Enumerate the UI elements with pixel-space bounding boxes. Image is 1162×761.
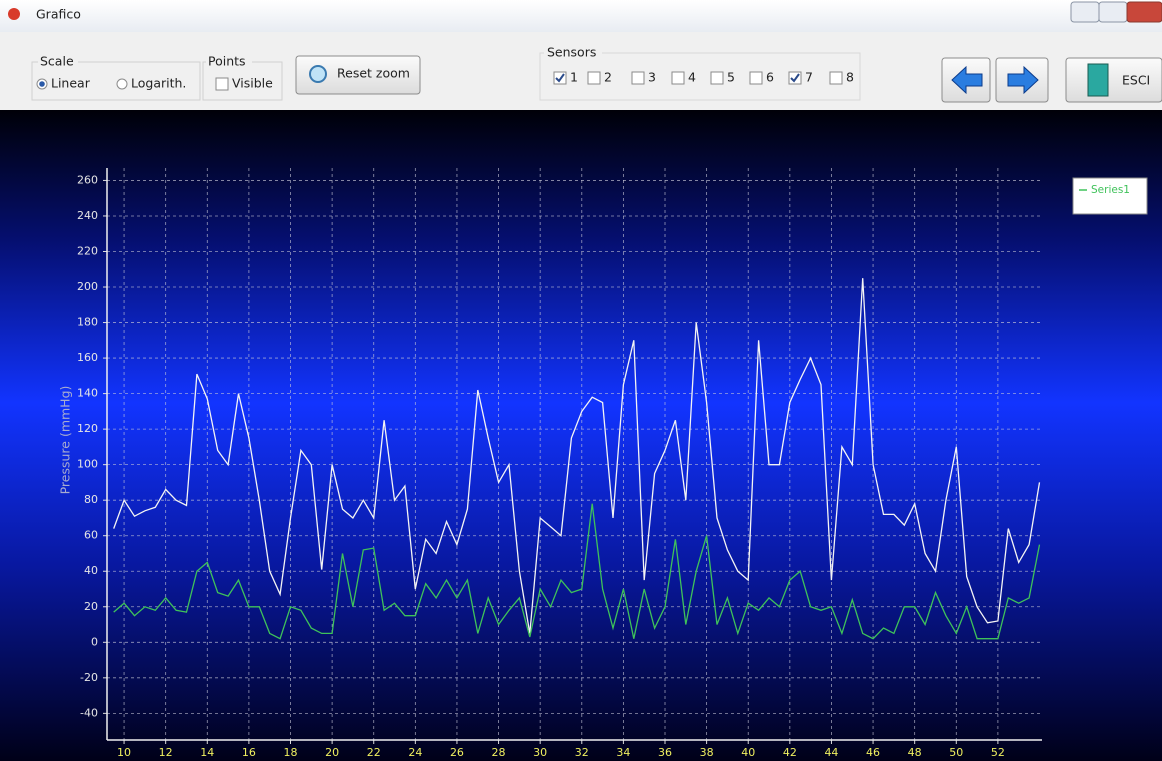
points-label: Points [208, 54, 246, 69]
y-tick-label: 100 [77, 458, 98, 471]
y-tick-label: -40 [80, 706, 98, 719]
radio-label: Linear [51, 76, 91, 91]
x-tick-label: 42 [783, 746, 797, 759]
right-arrow [1007, 65, 1039, 95]
x-tick-label: 30 [533, 746, 547, 759]
sensor-label: 1 [570, 70, 578, 85]
y-tick-label: 260 [77, 173, 98, 186]
y-tick-label: -20 [80, 671, 98, 684]
checkbox[interactable] [215, 77, 229, 91]
sensor-label: 2 [604, 70, 612, 85]
y-tick-label: 220 [77, 244, 98, 257]
checkbox[interactable] [631, 71, 645, 85]
sensor-label: 7 [805, 70, 813, 85]
radio[interactable] [116, 78, 128, 90]
x-tick-label: 16 [242, 746, 256, 759]
app-icon [8, 8, 20, 20]
radio-label: Logarith. [131, 76, 186, 91]
data-line [113, 503, 1041, 640]
x-tick-label: 50 [949, 746, 963, 759]
reset-zoom-text: Reset zoom [337, 66, 410, 81]
checkbox-label: Visible [232, 76, 273, 91]
data-line [113, 278, 1041, 634]
x-tick-label: 32 [575, 746, 589, 759]
y-axis-label: Pressure (mmHg) [58, 386, 73, 495]
x-tick-label: 14 [200, 746, 214, 759]
chart: -40 -20 0 20 40 60 80 100 120 140 160 180 200 220 240 2… [58, 168, 1148, 759]
x-tick-label: 44 [824, 746, 838, 759]
scale-label: Scale [40, 54, 74, 69]
y-tick-label: 80 [84, 493, 98, 506]
x-tick-label: 12 [159, 746, 173, 759]
x-tick-label: 48 [908, 746, 922, 759]
sensor-label: 8 [846, 70, 854, 85]
label-bg [544, 46, 602, 60]
sensor-label: 3 [648, 70, 656, 85]
sensors-group [539, 52, 861, 101]
chart-background [0, 110, 1162, 761]
checkbox[interactable] [587, 71, 601, 85]
close-button[interactable] [1126, 1, 1162, 23]
checkbox[interactable] [829, 71, 843, 85]
x-tick-label: 46 [866, 746, 880, 759]
left-arrow [951, 65, 983, 95]
zoom-icon [309, 65, 327, 83]
legend-box [1072, 177, 1148, 215]
scale-group [31, 61, 201, 101]
y-tick-label: 140 [77, 387, 98, 400]
door-icon [1087, 63, 1109, 97]
label-bg [38, 55, 78, 69]
x-tick-label: 18 [284, 746, 298, 759]
x-tick-label: 40 [741, 746, 755, 759]
x-tick-label: 20 [325, 746, 339, 759]
x-tick-label: 36 [658, 746, 672, 759]
x-tick-label: 28 [492, 746, 506, 759]
reset-zoom-button[interactable] [295, 55, 421, 95]
radio-dot [39, 81, 45, 87]
sensor-label: 4 [688, 70, 696, 85]
label-bg [206, 55, 252, 69]
x-tick-label: 26 [450, 746, 464, 759]
sensor-label: 5 [727, 70, 735, 85]
legend-label: Series1 [1091, 184, 1130, 196]
x-tick-label: 22 [367, 746, 381, 759]
y-tick-label: 20 [84, 600, 98, 613]
maximize-button[interactable] [1098, 1, 1128, 23]
y-tick-label: 160 [77, 351, 98, 364]
x-tick-label: 52 [991, 746, 1005, 759]
y-tick-label: 0 [91, 635, 98, 648]
y-tick-label: 200 [77, 280, 98, 293]
y-tick-label: 240 [77, 209, 98, 222]
y-tick-label: 60 [84, 529, 98, 542]
x-tick-label: 10 [117, 746, 131, 759]
x-tick-label: 38 [700, 746, 714, 759]
sensor-label: 6 [766, 70, 774, 85]
checkbox[interactable] [749, 71, 763, 85]
check-mark [790, 73, 800, 83]
minimize-button[interactable] [1070, 1, 1100, 23]
y-tick-label: 40 [84, 564, 98, 577]
y-tick-label: 180 [77, 316, 98, 329]
check-mark [555, 73, 565, 83]
checkbox[interactable] [671, 71, 685, 85]
x-tick-label: 24 [408, 746, 422, 759]
window-title: Grafico [36, 7, 81, 22]
exit-text: ESCI [1122, 73, 1150, 88]
sensors-label: Sensors [547, 45, 596, 60]
checkbox[interactable] [710, 71, 724, 85]
title-bar [0, 0, 1162, 32]
x-tick-label: 34 [616, 746, 630, 759]
y-tick-label: 120 [77, 422, 98, 435]
